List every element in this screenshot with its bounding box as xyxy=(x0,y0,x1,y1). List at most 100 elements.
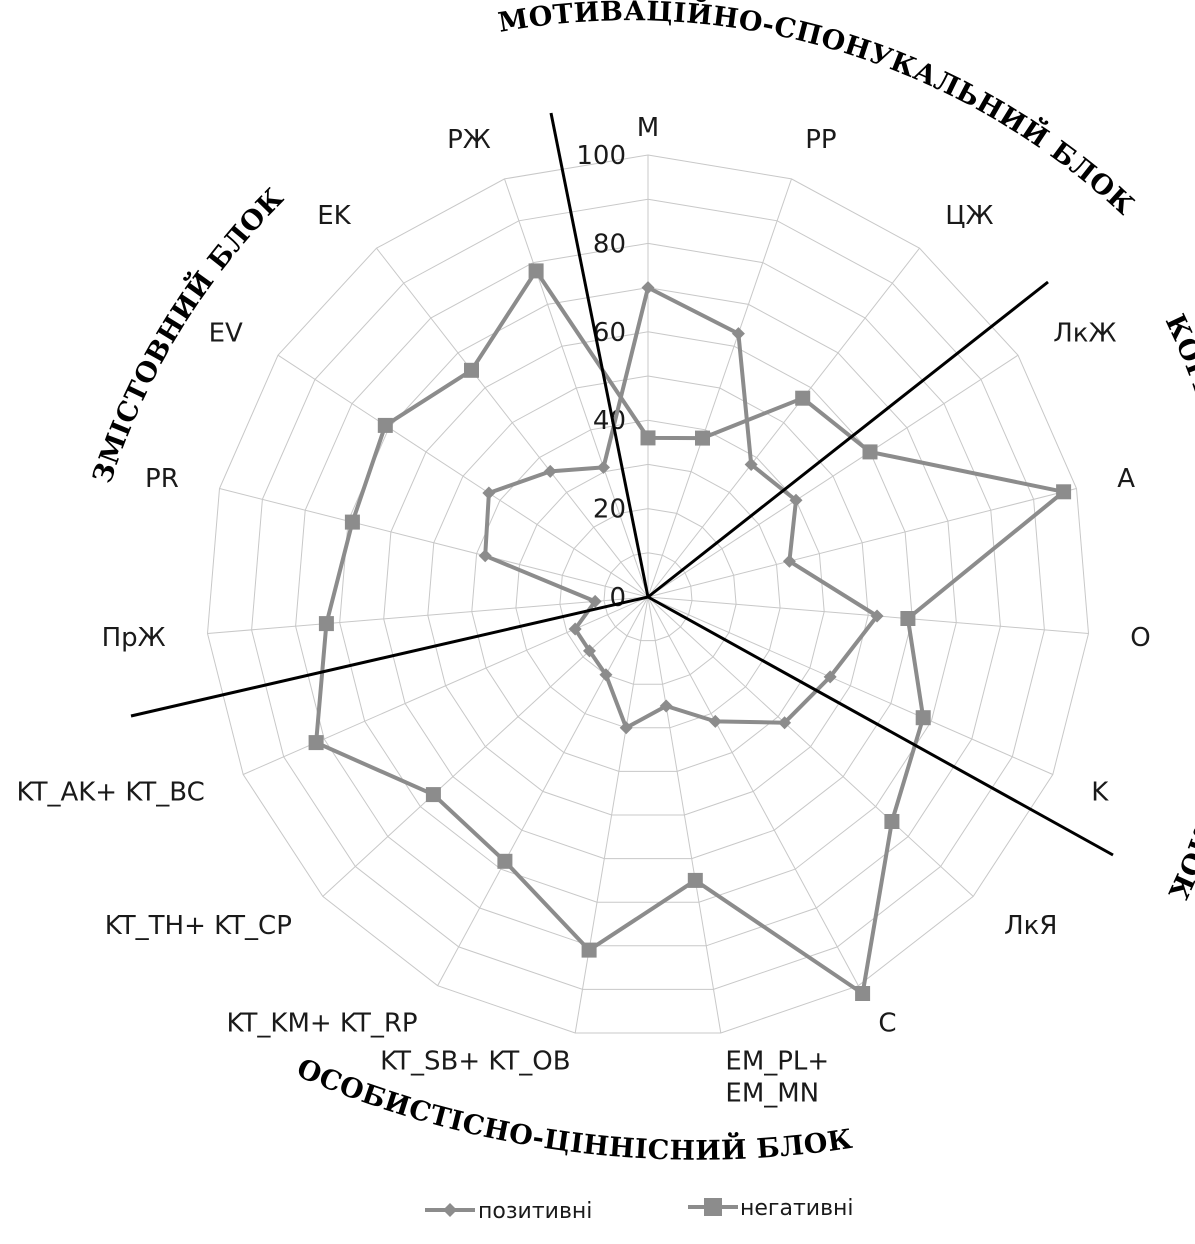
series-layer xyxy=(308,263,1072,1001)
category-label: ЦЖ xyxy=(945,201,993,231)
axis-spoke xyxy=(647,354,1019,598)
axis-spoke xyxy=(647,178,792,598)
data-point-diamond xyxy=(778,716,792,730)
grid-ring xyxy=(206,154,1090,1034)
axis-spoke xyxy=(647,596,859,986)
data-point-diamond xyxy=(731,327,745,341)
data-point-square xyxy=(581,942,597,958)
data-point-diamond xyxy=(568,622,582,636)
grid-ring xyxy=(559,508,737,685)
data-point-diamond xyxy=(782,554,796,568)
data-point-square xyxy=(640,430,656,446)
block-divider-line xyxy=(549,112,650,598)
category-label: KT_SB+ KT_OB xyxy=(380,1047,571,1077)
category-label: C xyxy=(878,1009,896,1039)
data-point-square xyxy=(344,514,360,530)
data-point-diamond xyxy=(641,281,655,295)
data-point-square xyxy=(855,986,871,1001)
legend: позитивні негативні xyxy=(425,1196,854,1224)
series-line xyxy=(314,268,1066,996)
data-point-diamond xyxy=(599,668,613,682)
legend-label-positive: позитивні xyxy=(478,1199,592,1224)
category-label: ЛкЖ xyxy=(1053,318,1116,348)
category-label: M xyxy=(637,113,659,143)
tick-label: 100 xyxy=(576,141,626,171)
data-point-square xyxy=(862,444,878,460)
category-label: ЛкЯ xyxy=(1004,911,1057,941)
data-point-diamond xyxy=(478,549,492,563)
axis-spoke xyxy=(207,596,649,634)
category-label: KT_AK+ KT_BC xyxy=(17,777,205,807)
grid-ring xyxy=(603,552,693,642)
category-label: PR xyxy=(145,464,179,494)
category-label: EK xyxy=(317,201,351,231)
axis-spoke xyxy=(647,596,722,1034)
tick-label: 20 xyxy=(593,495,626,525)
axis-spoke xyxy=(647,596,1089,634)
block-divider-line xyxy=(130,595,649,718)
axis-spoke xyxy=(647,596,974,897)
data-point-diamond xyxy=(482,486,496,500)
grid-ring xyxy=(251,198,1045,990)
data-point-diamond xyxy=(823,670,837,684)
grid-ring xyxy=(515,463,781,729)
data-point-diamond xyxy=(708,714,722,728)
axis-spoke xyxy=(647,488,1077,598)
category-label: РЖ xyxy=(447,125,491,155)
data-point-diamond xyxy=(744,457,758,471)
legend-item-positive: позитивні xyxy=(425,1199,592,1224)
series-positive xyxy=(478,281,884,735)
axis-spoke xyxy=(647,247,920,598)
category-label: K xyxy=(1091,777,1109,807)
block-divider-line xyxy=(647,595,1114,857)
grid-ring xyxy=(427,375,869,816)
grid-ring xyxy=(339,287,957,903)
axis-spoke xyxy=(219,488,649,598)
axis-spoke xyxy=(504,178,649,598)
data-point-square xyxy=(915,710,931,726)
tick-label: 0 xyxy=(609,583,626,613)
block-label-motivation: МОТИВАЦІЙНО-СПОНУКАЛЬНИЙ БЛОК xyxy=(496,0,1140,221)
grid-ring xyxy=(295,242,1001,947)
divider-layer xyxy=(130,112,1114,857)
data-point-square xyxy=(795,390,811,406)
category-label: A xyxy=(1117,464,1135,494)
axis-layer xyxy=(207,155,1089,1034)
data-point-square xyxy=(497,853,513,869)
data-point-diamond xyxy=(543,464,557,478)
data-point-square xyxy=(528,263,544,279)
grid-ring xyxy=(383,331,913,860)
category-label: EV xyxy=(209,318,243,348)
axis-spoke xyxy=(242,596,649,775)
data-point-diamond xyxy=(870,609,884,623)
data-point-square xyxy=(308,735,324,751)
category-label: PP xyxy=(805,125,836,155)
label-layer: M PP ЦЖ ЛкЖ A O K ЛкЯ C EM_PL+ EM_MN KT_SB+ KT_OB KT… xyxy=(17,113,1151,1109)
grid-layer xyxy=(206,154,1090,1034)
axis-spoke xyxy=(647,596,1054,775)
grid-ring xyxy=(471,419,825,772)
data-point-square xyxy=(464,362,479,378)
data-point-square xyxy=(900,611,916,626)
block-label-content: ЗМІСТОВНИЙ БЛОК xyxy=(87,182,290,487)
category-label: KT_TH+ KT_CP xyxy=(105,911,292,941)
data-point-diamond xyxy=(659,699,673,713)
block-label-cognitive: КОГНІТИВНО-ДІЯЛЬНІСНИЙ БЛОК xyxy=(1159,310,1195,905)
category-label: KT_KM+ KT_RP xyxy=(226,1009,417,1039)
legend-marker-square xyxy=(704,1198,722,1216)
block-divider-line xyxy=(647,280,1049,599)
category-label: O xyxy=(1130,623,1150,653)
category-label: ПрЖ xyxy=(102,623,166,653)
axis-spoke xyxy=(322,596,649,897)
category-label: EM_PL+ EM_MN xyxy=(725,1047,829,1109)
data-point-diamond xyxy=(619,721,633,735)
legend-marker-diamond xyxy=(443,1203,457,1217)
data-point-diamond xyxy=(588,594,602,608)
axis-spoke xyxy=(437,596,649,986)
data-point-square xyxy=(695,430,710,446)
series-line xyxy=(483,285,880,730)
data-point-square xyxy=(687,872,703,888)
data-point-diamond xyxy=(789,493,803,507)
